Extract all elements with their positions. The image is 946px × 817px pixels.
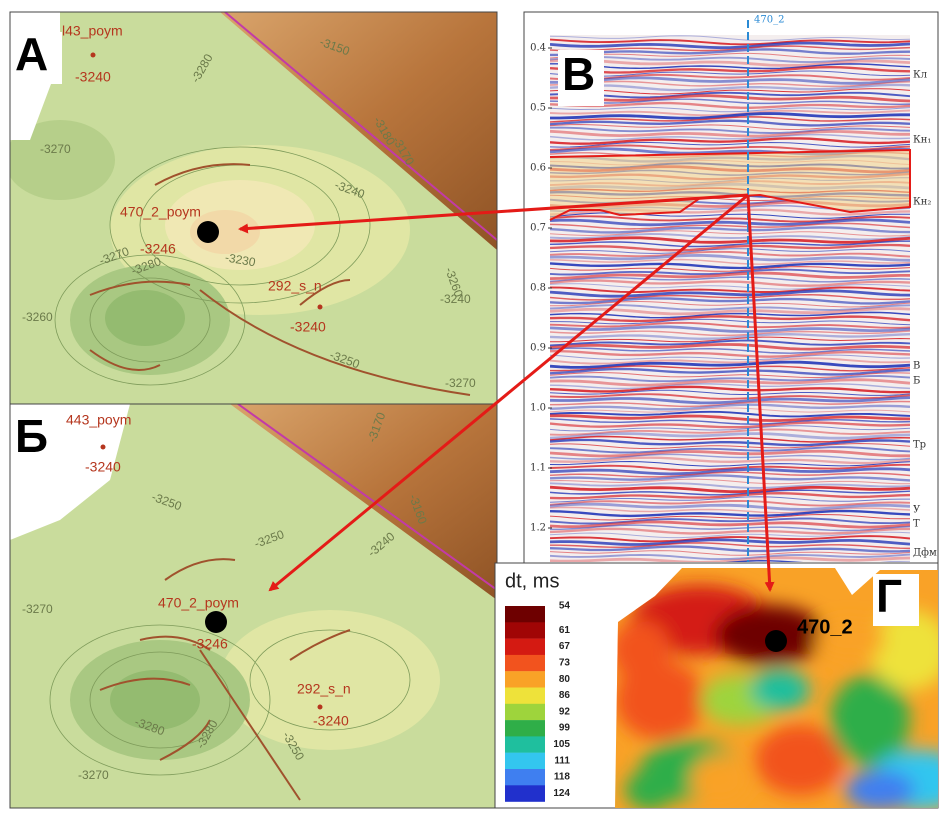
- well-depth: -3240: [75, 69, 111, 85]
- legend-label: 73: [559, 658, 571, 669]
- contour-label: -3270: [40, 142, 71, 156]
- horizon-label: Тр: [913, 440, 926, 451]
- legend-swatch: [505, 704, 545, 721]
- legend-label: 80: [559, 674, 571, 685]
- well-name: 470_2_poym: [120, 204, 201, 220]
- legend-label: 111: [554, 755, 570, 766]
- panel-label: Б: [15, 410, 48, 462]
- horizon-label: Кн₁: [913, 135, 931, 146]
- horizon-label: Б: [913, 376, 920, 387]
- legend-swatch: [505, 671, 545, 688]
- time-tick-label: 0.8: [530, 283, 546, 294]
- contour-label: -3260: [22, 310, 53, 324]
- well-marker: [765, 630, 787, 652]
- well-marker: [197, 221, 219, 243]
- legend-label: 92: [559, 706, 571, 717]
- contour-label: -3270: [78, 768, 109, 782]
- horizon-label: Т: [913, 519, 920, 530]
- legend-swatch: [505, 655, 545, 672]
- legend-label: 118: [554, 772, 571, 783]
- heat-blob: [755, 725, 845, 795]
- contour-label: -3240: [440, 292, 471, 306]
- well-name: 292_s_n: [297, 681, 351, 697]
- legend-swatch: [505, 720, 545, 737]
- legend-swatch: [505, 688, 545, 705]
- legend-swatch: [505, 622, 545, 639]
- legend-swatch: [505, 639, 545, 656]
- time-tick-label: 1.2: [530, 523, 546, 534]
- well-marker: [318, 705, 323, 710]
- time-tick-label: 0.4: [530, 43, 546, 54]
- panel-label: Г: [876, 570, 902, 622]
- heat-blob: [625, 770, 675, 810]
- panel-label: В: [562, 48, 595, 100]
- well-depth: -3240: [313, 713, 349, 729]
- well-name: 470_2: [797, 616, 853, 638]
- legend-swatch: [505, 785, 545, 802]
- legend-label: 67: [559, 641, 571, 652]
- well-name: l43_poym: [62, 23, 123, 39]
- contour-label: -3270: [22, 602, 53, 616]
- heat-blob: [830, 675, 910, 765]
- figure: l43_poym -3240 470_2_poym -3246 292_s_n -3240…: [0, 0, 946, 817]
- heat-blob: [690, 755, 750, 805]
- well-marker: [101, 445, 106, 450]
- heat-blob: [610, 620, 670, 680]
- legend-label: 54: [559, 601, 571, 612]
- well-marker: [91, 53, 96, 58]
- legend-label: 124: [553, 788, 570, 799]
- legend-swatch: [505, 769, 545, 786]
- horizon-label: У: [913, 505, 921, 516]
- well-marker: [205, 611, 227, 633]
- well-name: 470_2_poym: [158, 595, 239, 611]
- legend-swatch: [505, 753, 545, 770]
- panel-label: А: [15, 28, 48, 80]
- legend-label: 105: [553, 739, 570, 750]
- time-tick-label: 0.9: [530, 343, 546, 354]
- legend-label: 61: [559, 625, 571, 636]
- well-depth: -3240: [85, 459, 121, 475]
- legend-swatch: [505, 606, 545, 623]
- legend-label: 86: [559, 690, 571, 701]
- seismic-section: [550, 35, 910, 569]
- legend-label: 99: [559, 723, 571, 734]
- heat-blob: [750, 670, 810, 710]
- well-marker: [318, 305, 323, 310]
- well-name: 292_s_n: [268, 278, 322, 294]
- legend-title: dt, ms: [505, 570, 559, 592]
- time-tick-label: 0.7: [530, 223, 546, 234]
- horizon-label: Кн₂: [913, 197, 931, 208]
- well-depth: -3240: [290, 319, 326, 335]
- well-depth: -3246: [192, 636, 228, 652]
- heat-blob: [845, 770, 915, 810]
- time-tick-label: 0.5: [530, 103, 546, 114]
- well-name: 443_poym: [66, 412, 131, 428]
- horizon-label: В: [913, 361, 920, 372]
- legend-swatch: [505, 736, 545, 753]
- contour-label: -3270: [445, 376, 476, 390]
- time-tick-label: 0.6: [530, 163, 546, 174]
- time-tick-label: 1.1: [530, 463, 546, 474]
- horizon-label: Кл: [913, 70, 927, 81]
- horizon-label: Дфм: [913, 548, 937, 559]
- well-name: 470_2: [754, 15, 784, 26]
- time-tick-label: 1.0: [530, 403, 546, 414]
